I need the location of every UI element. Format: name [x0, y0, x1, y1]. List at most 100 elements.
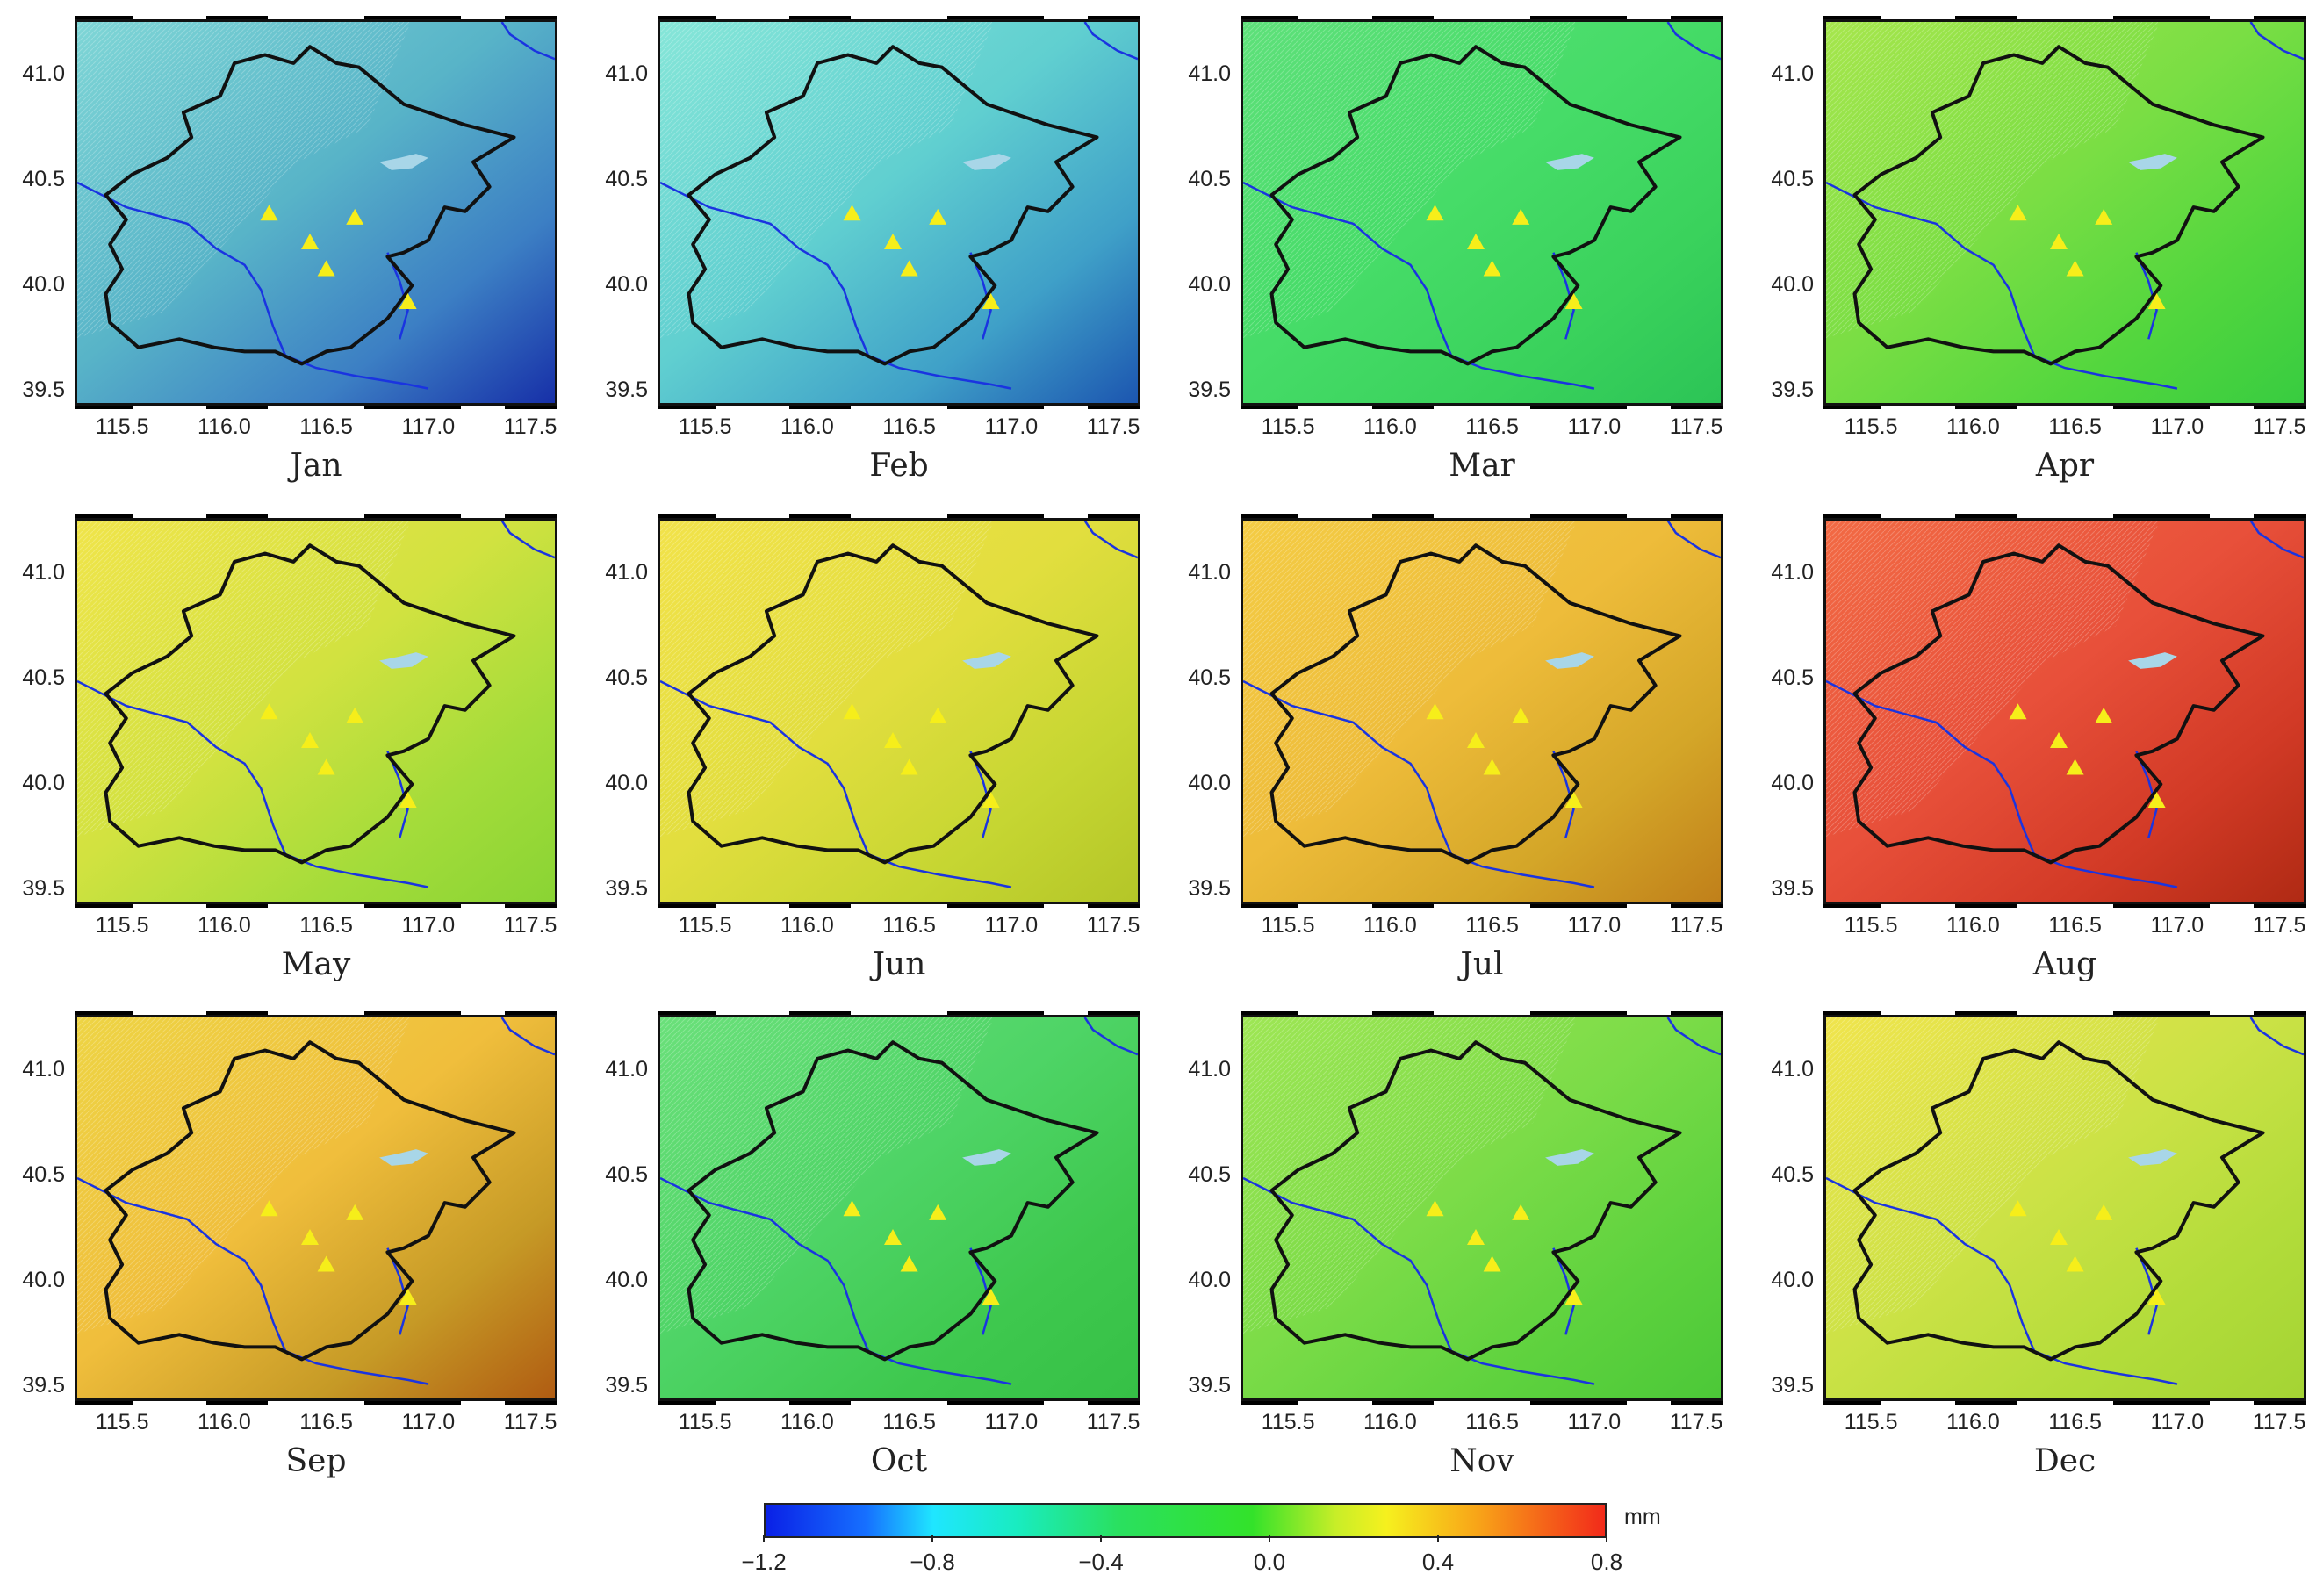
terrain-shading: [1826, 521, 2160, 837]
map-panel-dec: 41.0 40.5 40.0 39.5 115.5 116.0 116.5 117.0 117.…: [1749, 996, 2323, 1494]
station-marker-1: [260, 205, 278, 221]
y-tick-label: 40.0: [22, 1268, 65, 1292]
terrain-shading: [1243, 1017, 1577, 1334]
colorbar-tick-label: −0.8: [910, 1549, 955, 1575]
station-marker-5: [982, 792, 1000, 808]
map-panel-jun: 41.0 40.5 40.0 39.5 115.5 116.0 116.5 117.0 117.…: [583, 499, 1166, 997]
map-frame-bottom: [658, 901, 1140, 908]
y-tick-label: 41.0: [1188, 61, 1231, 86]
month-label: Aug: [2032, 946, 2097, 982]
river-main: [660, 1176, 1012, 1385]
reservoir: [962, 154, 1011, 170]
beijing-boundary: [104, 45, 516, 366]
station-marker-5: [399, 293, 417, 309]
month-label: Sep: [285, 1443, 347, 1479]
x-tick-label: 115.5: [678, 1410, 732, 1434]
station-marker-2: [301, 234, 319, 249]
beijing-boundary: [104, 1040, 516, 1362]
x-tick-label: 117.5: [503, 913, 557, 938]
y-tick-label: 40.0: [1188, 771, 1231, 795]
x-tick-label: 117.5: [1669, 913, 1723, 938]
colorbar-tick-mark: [763, 1535, 765, 1542]
reservoir: [379, 652, 428, 669]
x-tick-label: 117.0: [1567, 1410, 1622, 1434]
station-marker-1: [260, 1200, 278, 1217]
map-area: [75, 19, 557, 406]
station-marker-2: [884, 732, 902, 748]
station-marker-5: [1564, 792, 1583, 808]
reservoir: [962, 1149, 1011, 1166]
terrain-shading: [1243, 521, 1577, 837]
station-marker-3: [900, 260, 918, 277]
x-tick-label: 117.0: [1567, 913, 1622, 938]
river-north: [1666, 521, 1721, 559]
y-tick-label: 39.5: [22, 377, 65, 402]
station-marker-5: [399, 1289, 417, 1305]
station-marker-3: [1483, 260, 1501, 277]
terrain-shading: [1243, 22, 1577, 338]
station-marker-3: [2066, 1255, 2084, 1272]
y-tick-label: 40.5: [605, 1162, 648, 1187]
y-tick-label: 39.5: [605, 377, 648, 402]
colorbar-tick-label: 0.0: [1253, 1549, 1286, 1575]
x-tick-label: 116.5: [2048, 913, 2102, 938]
map-panel-nov: 41.0 40.5 40.0 39.5 115.5 116.0 116.5 117.0 117.…: [1166, 996, 1749, 1494]
river-main: [77, 1176, 429, 1385]
station-marker-5: [1564, 293, 1583, 309]
y-tick-label: 41.0: [22, 1057, 65, 1082]
river-main: [660, 181, 1012, 390]
map-frame-bottom: [1823, 1398, 2306, 1405]
month-label: Dec: [2033, 1443, 2096, 1479]
station-marker-1: [2009, 205, 2027, 221]
y-tick-label: 40.0: [1771, 272, 1814, 297]
beijing-boundary: [1269, 1040, 1682, 1362]
station-marker-5: [2147, 792, 2166, 808]
y-tick-label: 41.0: [1188, 1057, 1231, 1082]
y-tick-label: 40.0: [605, 272, 648, 297]
terrain-shading: [660, 1017, 994, 1334]
station-marker-5: [1564, 1289, 1583, 1305]
reservoir: [379, 1149, 428, 1166]
map-frame-bottom: [1823, 402, 2306, 409]
colorbar-tick-label: −0.4: [1078, 1549, 1124, 1575]
station-marker-2: [1467, 1229, 1485, 1245]
map-frame-bottom: [75, 402, 557, 409]
station-marker-2: [2050, 1229, 2068, 1245]
month-label: Jan: [290, 448, 342, 484]
map-frame-bottom: [1241, 1398, 1723, 1405]
x-tick-label: 116.5: [882, 913, 936, 938]
month-label: May: [281, 946, 351, 982]
station-marker-2: [301, 1229, 319, 1245]
station-marker-4: [2095, 208, 2113, 225]
x-tick-label: 116.0: [780, 913, 834, 938]
reservoir: [379, 154, 428, 170]
river-main: [77, 679, 429, 888]
beijing-boundary: [687, 45, 1099, 366]
map-panel-may: 41.0 40.5 40.0 39.5 115.5 116.0 116.5 117.0 117.…: [0, 499, 583, 997]
map-area: [658, 19, 1140, 406]
river-north: [500, 1017, 555, 1056]
station-marker-5: [982, 1289, 1000, 1305]
station-marker-4: [346, 1204, 364, 1220]
x-tick-label: 117.5: [2252, 414, 2306, 439]
terrain-shading: [660, 22, 994, 338]
y-tick-label: 40.5: [605, 167, 648, 191]
beijing-boundary: [1852, 1040, 2265, 1362]
x-tick-label: 117.0: [984, 913, 1039, 938]
terrain-shading: [1826, 1017, 2160, 1334]
station-marker-2: [1467, 234, 1485, 249]
station-marker-1: [1426, 1200, 1444, 1217]
station-marker-1: [260, 703, 278, 720]
y-tick-label: 40.5: [1771, 1162, 1814, 1187]
y-tick-label: 39.5: [1771, 876, 1814, 901]
map-panel-jul: 41.0 40.5 40.0 39.5 115.5 116.0 116.5 117.0 117.…: [1166, 499, 1749, 997]
colorbar-tick-mark: [1437, 1535, 1439, 1542]
terrain-shading: [77, 22, 411, 338]
map-area: [75, 518, 557, 904]
map-panel-apr: 41.0 40.5 40.0 39.5 115.5 116.0 116.5 117.0 117.…: [1749, 0, 2323, 499]
river-north: [500, 521, 555, 559]
station-marker-2: [301, 732, 319, 748]
y-tick-label: 39.5: [1188, 377, 1231, 402]
y-tick-label: 40.0: [1771, 1268, 1814, 1292]
river-north: [1666, 1017, 1721, 1056]
